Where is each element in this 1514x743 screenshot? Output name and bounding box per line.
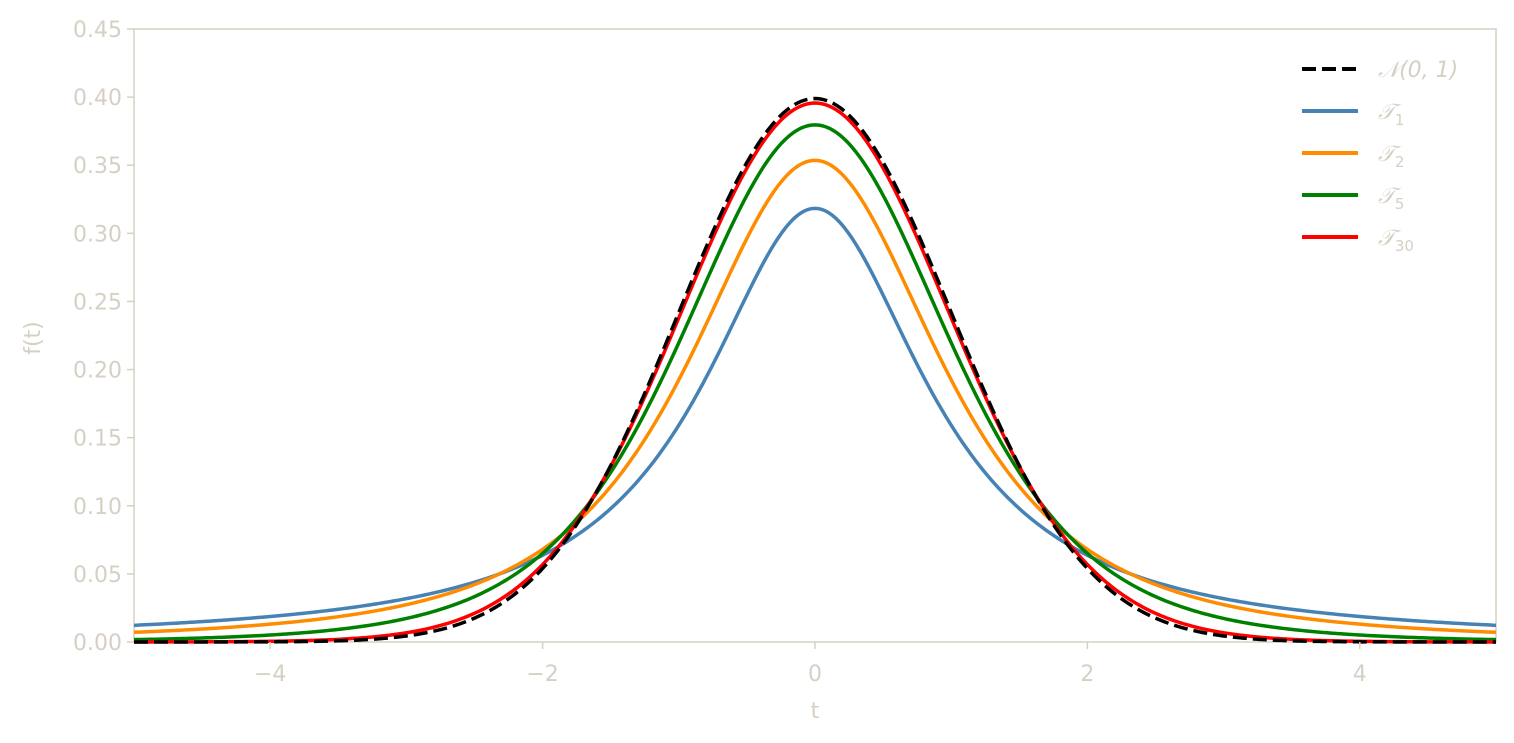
y-tick-label: 0.35 [73, 154, 122, 179]
x-tick-label: 0 [808, 662, 822, 687]
legend-label: 𝒯1 [1378, 100, 1404, 129]
y-tick-label: 0.00 [73, 631, 122, 656]
series-curves [133, 96, 1497, 644]
x-tick-label: 4 [1353, 662, 1367, 687]
legend-label-subscript: 1 [1395, 111, 1405, 129]
series-line-1 [133, 206, 1497, 628]
x-axis-label: t [811, 699, 820, 724]
y-axis-label: f(t) [21, 321, 46, 355]
legend-label-subscript: 5 [1395, 195, 1405, 213]
legend-label: 𝒯30 [1378, 226, 1414, 255]
y-tick-label: 0.25 [73, 290, 122, 315]
legend: 𝒩(0, 1) 𝒯1 𝒯2 𝒯5 𝒯30 [1302, 58, 1458, 255]
y-tick-label: 0.10 [73, 495, 122, 520]
y-axis-ticks: 0.00 0.05 0.10 0.15 0.20 0.25 0.30 0.35 0.40 0.45 [73, 18, 134, 656]
plot-area-frame [133, 28, 1497, 643]
y-tick-label: 0.30 [73, 222, 122, 247]
x-tick-label: −2 [526, 662, 558, 687]
series-line-4 [133, 101, 1497, 644]
series-line-2 [133, 158, 1497, 635]
x-tick-label: −4 [254, 662, 286, 687]
legend-label: 𝒩(0, 1) [1378, 58, 1458, 83]
series-line-3 [133, 123, 1497, 642]
legend-label-subscript: 30 [1395, 237, 1414, 255]
legend-label: 𝒯2 [1378, 142, 1404, 171]
x-tick-label: 2 [1080, 662, 1094, 687]
series-line-0 [134, 96, 1496, 644]
y-tick-label: 0.15 [73, 427, 122, 452]
y-tick-label: 0.20 [73, 359, 122, 384]
y-tick-label: 0.40 [73, 86, 122, 111]
legend-label: 𝒯5 [1378, 184, 1404, 213]
x-axis-ticks: −4 −2 0 2 4 [254, 642, 1367, 687]
y-tick-label: 0.05 [73, 563, 122, 588]
y-tick-label: 0.45 [73, 18, 122, 43]
legend-label-subscript: 2 [1395, 153, 1405, 171]
